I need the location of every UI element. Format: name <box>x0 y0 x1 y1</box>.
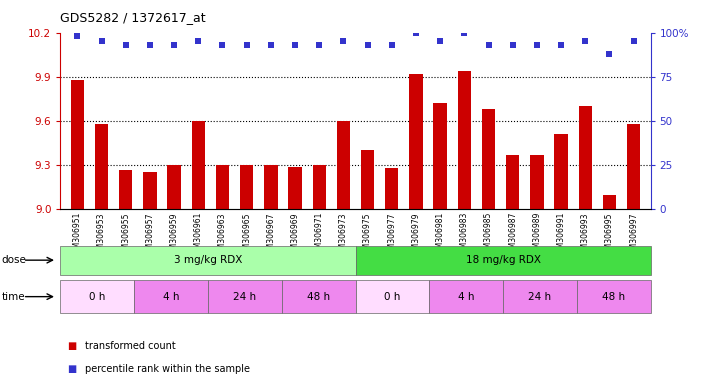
Bar <box>216 165 229 209</box>
Text: 48 h: 48 h <box>602 291 625 302</box>
Bar <box>385 168 398 209</box>
Bar <box>168 165 181 209</box>
Bar <box>240 165 253 209</box>
Point <box>120 42 132 48</box>
Bar <box>627 124 641 209</box>
Point <box>96 38 107 45</box>
Point <box>241 42 252 48</box>
Bar <box>506 155 519 209</box>
Bar <box>337 121 350 209</box>
Bar <box>603 195 616 209</box>
Text: ■: ■ <box>68 364 77 374</box>
Text: time: time <box>1 291 25 302</box>
Bar <box>434 103 447 209</box>
Point <box>289 42 301 48</box>
Text: 24 h: 24 h <box>233 291 257 302</box>
Point <box>169 42 180 48</box>
Bar <box>192 121 205 209</box>
Point <box>531 42 542 48</box>
Bar <box>144 172 156 209</box>
Point <box>555 42 567 48</box>
Bar <box>70 80 84 209</box>
Point <box>338 38 349 45</box>
Text: 48 h: 48 h <box>307 291 330 302</box>
Text: GDS5282 / 1372617_at: GDS5282 / 1372617_at <box>60 12 206 25</box>
Bar <box>555 134 567 209</box>
Bar <box>361 151 374 209</box>
Point <box>604 51 615 57</box>
Text: 3 mg/kg RDX: 3 mg/kg RDX <box>173 255 242 265</box>
Text: dose: dose <box>1 255 26 265</box>
Bar <box>579 106 592 209</box>
Point <box>483 42 494 48</box>
Point <box>144 42 156 48</box>
Point <box>434 38 446 45</box>
Point <box>362 42 373 48</box>
Point <box>628 38 639 45</box>
Bar <box>482 109 495 209</box>
Point <box>410 30 422 36</box>
Bar <box>264 165 277 209</box>
Text: 0 h: 0 h <box>89 291 105 302</box>
Point <box>579 38 591 45</box>
Text: transformed count: transformed count <box>85 341 176 351</box>
Text: percentile rank within the sample: percentile rank within the sample <box>85 364 250 374</box>
Bar <box>458 71 471 209</box>
Point <box>459 30 470 36</box>
Point <box>265 42 277 48</box>
Point <box>193 38 204 45</box>
Point <box>507 42 518 48</box>
Text: 4 h: 4 h <box>458 291 474 302</box>
Point <box>217 42 228 48</box>
Text: 0 h: 0 h <box>384 291 400 302</box>
Text: 18 mg/kg RDX: 18 mg/kg RDX <box>466 255 540 265</box>
Point <box>72 33 83 39</box>
Bar <box>289 167 301 209</box>
Point <box>314 42 325 48</box>
Bar <box>119 170 132 209</box>
Bar <box>95 124 108 209</box>
Bar <box>530 155 543 209</box>
Bar <box>410 74 422 209</box>
Text: 24 h: 24 h <box>528 291 552 302</box>
Point <box>386 42 397 48</box>
Text: 4 h: 4 h <box>163 291 179 302</box>
Text: ■: ■ <box>68 341 77 351</box>
Bar <box>313 165 326 209</box>
